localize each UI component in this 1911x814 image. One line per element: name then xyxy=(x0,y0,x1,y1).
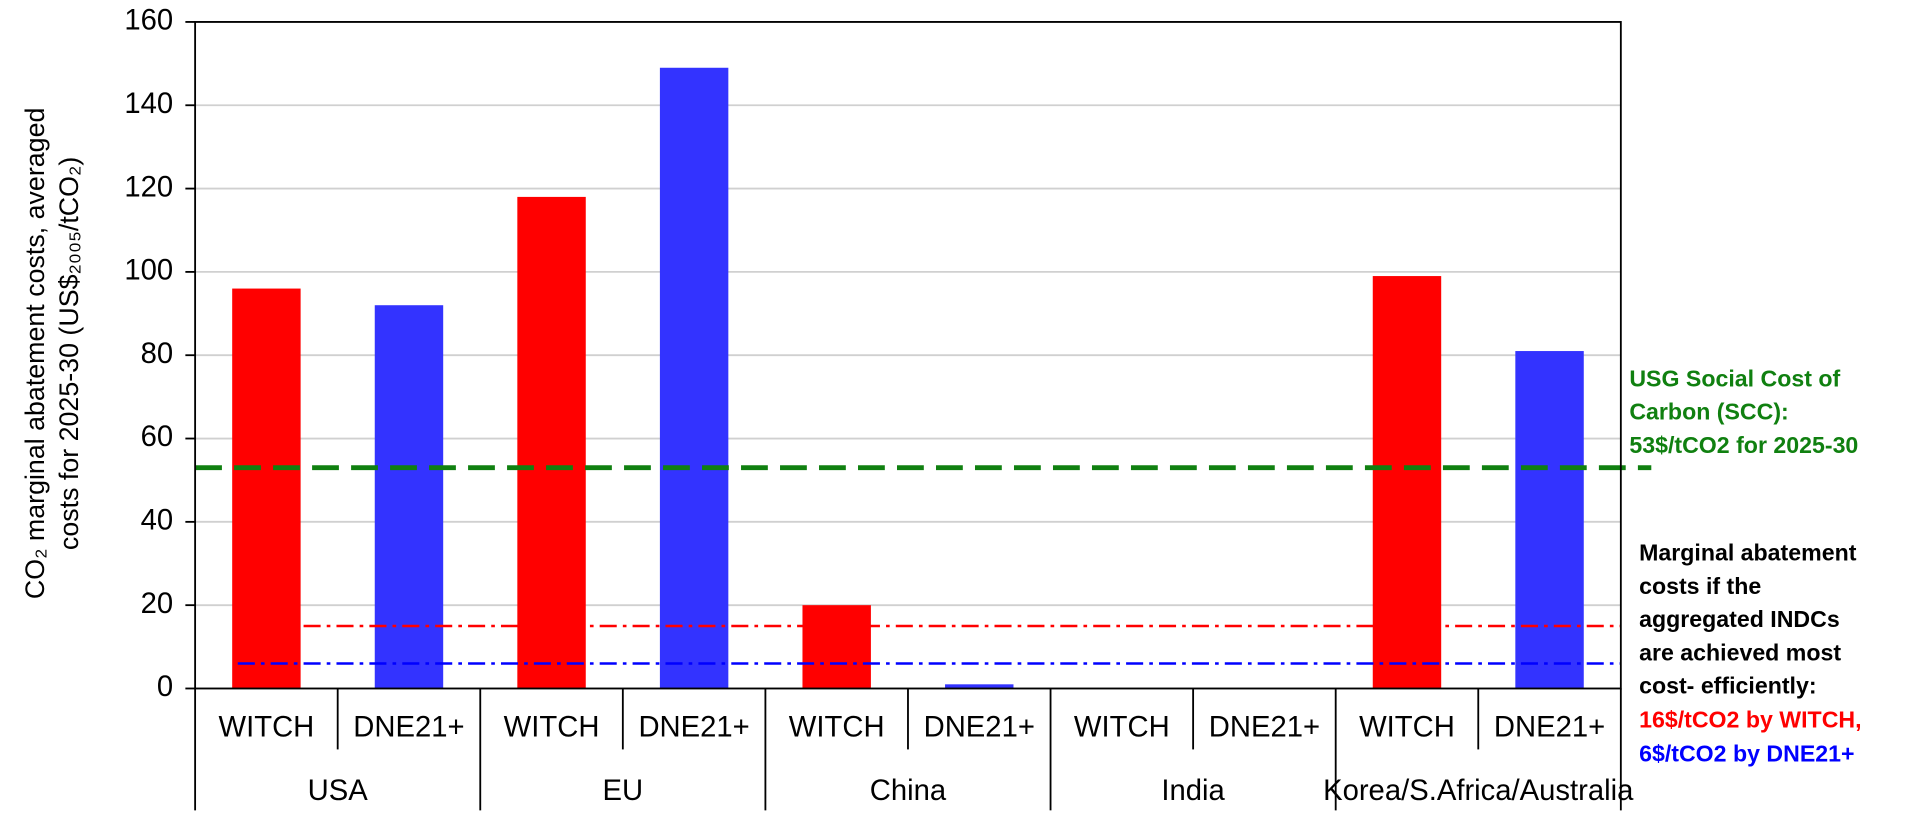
y-tick-label: 100 xyxy=(124,255,173,287)
y-tick-label: 80 xyxy=(141,338,174,370)
y-tick-label: 0 xyxy=(157,671,173,703)
bar xyxy=(945,684,1014,689)
x-tick-label: WITCH xyxy=(1359,711,1455,743)
category-label: USA xyxy=(308,775,369,807)
y-tick-label: 40 xyxy=(141,505,174,537)
annotation: 53$/tCO2 for 2025-30 xyxy=(1629,432,1858,458)
annotation: cost- efficiently: xyxy=(1639,673,1816,699)
category-label: China xyxy=(870,775,947,807)
annotation: aggregated INDCs xyxy=(1639,606,1840,632)
x-tick-label: DNE21+ xyxy=(638,711,749,743)
x-tick-label: DNE21+ xyxy=(924,711,1035,743)
annotation: 16$/tCO2 by WITCH, xyxy=(1639,706,1861,732)
x-tick-label: WITCH xyxy=(1074,711,1170,743)
x-tick-label: DNE21+ xyxy=(353,711,464,743)
x-tick-label: WITCH xyxy=(789,711,885,743)
annotation: 6$/tCO2 by DNE21+ xyxy=(1639,741,1854,767)
x-tick-label: WITCH xyxy=(219,711,315,743)
category-label: Korea/S.Africa/Australia xyxy=(1323,775,1634,807)
annotation: Carbon (SCC): xyxy=(1629,399,1788,425)
bar xyxy=(374,305,444,689)
plot-frame xyxy=(194,21,1622,690)
annotation: are achieved most xyxy=(1639,639,1841,665)
y-tick-label: 20 xyxy=(141,588,174,620)
bar xyxy=(802,605,871,689)
annotation: Marginal abatement xyxy=(1639,540,1857,566)
y-tick-label: 60 xyxy=(141,421,174,453)
category-label: India xyxy=(1161,775,1225,807)
x-tick-label: DNE21+ xyxy=(1494,711,1605,743)
annotation: USG Social Cost of xyxy=(1629,365,1840,391)
y-axis-label: costs for 2025-30 (US$₂₀₀₅/tCO₂) xyxy=(54,157,84,550)
x-tick-label: DNE21+ xyxy=(1209,711,1320,743)
x-tick-label: WITCH xyxy=(504,711,600,743)
bar xyxy=(659,67,729,689)
y-tick-label: 160 xyxy=(124,5,173,37)
bar xyxy=(517,196,586,689)
bar xyxy=(1515,351,1584,689)
category-label: EU xyxy=(603,775,644,807)
bar xyxy=(1372,276,1442,689)
y-axis-label: CO₂ marginal abatement costs, averaged xyxy=(20,108,50,600)
y-tick-label: 140 xyxy=(124,88,173,120)
annotation: costs if the xyxy=(1639,573,1761,599)
y-tick-label: 120 xyxy=(124,171,173,203)
bar xyxy=(232,288,301,689)
